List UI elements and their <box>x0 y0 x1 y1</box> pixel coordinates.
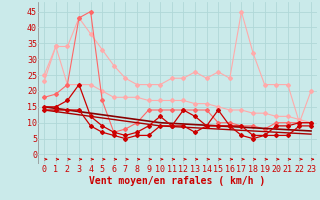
X-axis label: Vent moyen/en rafales ( km/h ): Vent moyen/en rafales ( km/h ) <box>90 176 266 186</box>
